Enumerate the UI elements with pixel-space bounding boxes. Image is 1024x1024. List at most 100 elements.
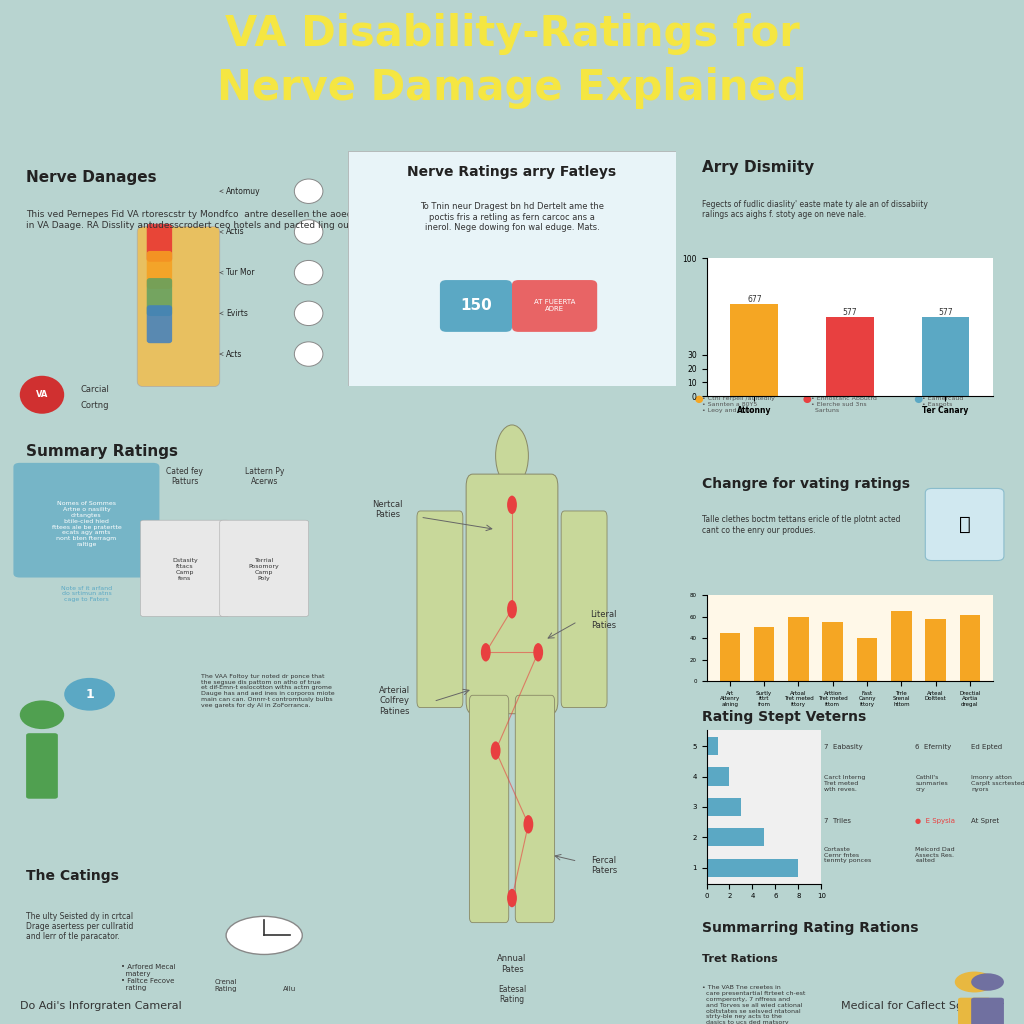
Text: 1: 1 xyxy=(85,688,94,700)
Circle shape xyxy=(523,815,534,834)
Text: Rating Stept Veterns: Rating Stept Veterns xyxy=(702,710,866,724)
FancyBboxPatch shape xyxy=(512,280,597,332)
Text: This ved Pernepes Fid VA rtorescstr ty Mondfco  antre desellen the aoed of urine: This ved Pernepes Fid VA rtorescstr ty M… xyxy=(27,210,469,229)
Bar xyxy=(707,858,799,877)
Bar xyxy=(959,614,980,681)
Text: Annual
Pates: Annual Pates xyxy=(498,954,526,974)
Text: Nertcal
Paties: Nertcal Paties xyxy=(373,500,402,519)
Text: AT FUEERTA
ADRE: AT FUEERTA ADRE xyxy=(534,299,575,312)
FancyBboxPatch shape xyxy=(971,997,1004,1024)
Text: Cortaste
Cernr fntes
tenmty ponces: Cortaste Cernr fntes tenmty ponces xyxy=(823,847,871,863)
Circle shape xyxy=(695,395,703,403)
Circle shape xyxy=(19,700,65,729)
Text: Summarring Rating Rations: Summarring Rating Rations xyxy=(702,922,919,935)
Text: Dstasity
fttacs
Camp
fens: Dstasity fttacs Camp fens xyxy=(172,558,198,581)
Bar xyxy=(707,798,741,816)
FancyBboxPatch shape xyxy=(27,733,57,799)
Bar xyxy=(707,767,729,785)
Text: To Tnin neur Dragest bn hd Dertelt ame the
poctis fris a retling as fern carcoc : To Tnin neur Dragest bn hd Dertelt ame t… xyxy=(420,203,604,232)
Text: Crenal
Rating: Crenal Rating xyxy=(215,979,238,992)
Circle shape xyxy=(294,342,323,367)
Circle shape xyxy=(914,395,923,403)
FancyBboxPatch shape xyxy=(440,280,512,332)
FancyBboxPatch shape xyxy=(146,251,172,289)
Text: Literal
Paties: Literal Paties xyxy=(591,610,617,630)
Text: • The VAB Tne creetes in
  care presentartial ftrteet ch-est
  cormperorty, 7 nf: • The VAB Tne creetes in care presentart… xyxy=(702,985,806,1024)
Circle shape xyxy=(507,889,517,907)
Bar xyxy=(720,633,740,681)
Text: Cated fey
Patturs: Cated fey Patturs xyxy=(166,467,204,486)
Text: 577: 577 xyxy=(938,308,952,317)
Text: • Ennostanc Abbutrd
• Elerche sud 3ns
  Sartuns: • Ennostanc Abbutrd • Elerche sud 3ns Sa… xyxy=(811,396,877,413)
FancyBboxPatch shape xyxy=(348,151,676,386)
FancyBboxPatch shape xyxy=(140,520,229,616)
Text: Melcord Dad
Assects Res.
ealted: Melcord Dad Assects Res. ealted xyxy=(915,847,955,863)
Text: Carct lnterng
Tret meted
wth reves.: Carct lnterng Tret meted wth reves. xyxy=(823,775,865,792)
Text: Acts: Acts xyxy=(220,349,243,358)
Circle shape xyxy=(534,643,543,662)
Text: Nerve Danages: Nerve Danages xyxy=(27,170,157,184)
Bar xyxy=(922,317,970,396)
FancyBboxPatch shape xyxy=(220,520,308,616)
Circle shape xyxy=(507,600,517,618)
Text: Cortng: Cortng xyxy=(80,401,109,410)
Bar xyxy=(707,737,718,756)
Text: Terrial
Posomory
Camp
Poly: Terrial Posomory Camp Poly xyxy=(249,558,280,581)
Circle shape xyxy=(294,179,323,204)
Circle shape xyxy=(294,301,323,326)
Text: At Spret: At Spret xyxy=(971,818,999,824)
Circle shape xyxy=(19,376,65,414)
Circle shape xyxy=(507,496,517,514)
Circle shape xyxy=(971,974,1004,991)
FancyBboxPatch shape xyxy=(469,695,509,923)
Text: Nerve Ratings arry Fatleys: Nerve Ratings arry Fatleys xyxy=(408,165,616,178)
FancyBboxPatch shape xyxy=(561,511,607,708)
Text: Cathll's
sunmaries
cry: Cathll's sunmaries cry xyxy=(915,775,948,792)
Bar xyxy=(857,638,878,681)
Text: 150: 150 xyxy=(460,298,492,313)
Circle shape xyxy=(804,395,811,403)
Text: Ed Epted: Ed Epted xyxy=(971,744,1002,751)
Text: 7  Triles: 7 Triles xyxy=(823,818,851,824)
Text: Talle clethes boctm tettans ericle of tle plotnt acted
cant co the enry our prod: Talle clethes boctm tettans ericle of tl… xyxy=(702,515,901,535)
Text: Arterial
Colfrey
Patines: Arterial Colfrey Patines xyxy=(379,686,410,716)
Text: Actis: Actis xyxy=(220,227,245,237)
Text: Carcial: Carcial xyxy=(80,385,109,394)
Text: Nerve Damage Explained: Nerve Damage Explained xyxy=(217,68,807,110)
FancyBboxPatch shape xyxy=(13,463,160,578)
Text: Lattern Py
Acerws: Lattern Py Acerws xyxy=(245,467,284,486)
Text: Note sf it arfand
do srtimun atns
cage to Faters: Note sf it arfand do srtimun atns cage t… xyxy=(60,586,112,602)
Text: 6  Efernity: 6 Efernity xyxy=(915,744,951,751)
Circle shape xyxy=(294,220,323,244)
Bar xyxy=(754,628,774,681)
Text: 577: 577 xyxy=(843,308,857,317)
Text: Arry Dismiity: Arry Dismiity xyxy=(702,160,815,175)
Text: Nomes of Sommes
Artne o nasility
drtangtes
btile-cied hied
fttees ale be pratert: Nomes of Sommes Artne o nasility drtangt… xyxy=(51,502,121,547)
FancyBboxPatch shape xyxy=(515,695,555,923)
Text: The ulty Seisted dy in crtcal
Drage asertess per cullratid
and lerr of tle parac: The ulty Seisted dy in crtcal Drage aser… xyxy=(27,911,133,941)
Text: Evirts: Evirts xyxy=(220,309,248,317)
Text: VA Disability-Ratings for: VA Disability-Ratings for xyxy=(224,13,800,55)
FancyBboxPatch shape xyxy=(417,511,463,708)
Text: • Ctnl Ferpell /aultedlly
• Sannten a 80Y5
• Leoy and 9010: • Ctnl Ferpell /aultedlly • Sannten a 80… xyxy=(702,396,775,413)
Text: ●  E Spysla: ● E Spysla xyxy=(915,818,955,824)
Bar xyxy=(891,611,911,681)
FancyBboxPatch shape xyxy=(926,488,1004,560)
Text: Allu: Allu xyxy=(283,986,296,992)
Text: Eatesal
Rating: Eatesal Rating xyxy=(498,985,526,1005)
Text: 7  Eabaslty: 7 Eabaslty xyxy=(823,744,862,751)
Text: • Arfored Mecal
  matery
• Faltce Fecove
  rating: • Arfored Mecal matery • Faltce Fecove r… xyxy=(121,964,176,991)
Bar xyxy=(926,618,946,681)
Circle shape xyxy=(226,916,302,954)
Text: 677: 677 xyxy=(748,295,762,303)
Text: The VAA Foltoy tur noted dr ponce that
the segsue dis pattom on atho of true
et : The VAA Foltoy tur noted dr ponce that t… xyxy=(201,674,334,708)
Bar xyxy=(788,616,809,681)
Text: VA: VA xyxy=(36,390,48,399)
Text: lmonry atton
Carplt sscrtested
nyors: lmonry atton Carplt sscrtested nyors xyxy=(971,775,1024,792)
Text: 🏛: 🏛 xyxy=(958,515,971,534)
Ellipse shape xyxy=(496,425,528,486)
Circle shape xyxy=(490,741,501,760)
Circle shape xyxy=(65,678,115,711)
Bar xyxy=(707,828,764,847)
Text: The Catings: The Catings xyxy=(27,868,119,883)
